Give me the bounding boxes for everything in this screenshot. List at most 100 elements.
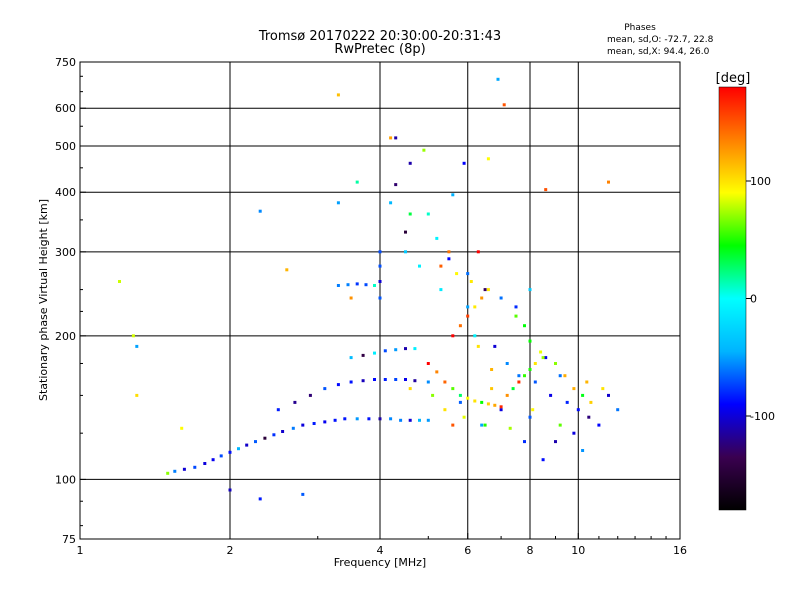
x-mode-point bbox=[458, 393, 462, 397]
x-mode-point bbox=[563, 374, 567, 378]
x-mode-point bbox=[589, 400, 593, 404]
x-mode-point bbox=[135, 393, 139, 397]
o-mode-point bbox=[404, 347, 407, 351]
x-mode-point bbox=[480, 296, 484, 300]
o-mode-point bbox=[193, 465, 197, 469]
o-mode-point bbox=[572, 431, 576, 435]
o-mode-point bbox=[336, 284, 340, 287]
o-mode-point bbox=[587, 415, 591, 419]
x-mode-point bbox=[451, 387, 455, 391]
x-mode-point bbox=[490, 368, 494, 371]
o-mode-point bbox=[336, 201, 340, 205]
o-mode-point bbox=[263, 436, 267, 440]
y-tick-label: 75 bbox=[62, 533, 76, 546]
x-mode-point bbox=[505, 393, 509, 397]
o-mode-point bbox=[533, 380, 537, 384]
x-mode-point bbox=[531, 408, 535, 412]
x-mode-point bbox=[601, 387, 605, 391]
o-mode-point bbox=[308, 393, 312, 397]
o-mode-point bbox=[404, 230, 407, 234]
o-mode-point bbox=[451, 193, 455, 197]
x-mode-point bbox=[572, 387, 576, 391]
x-mode-point bbox=[426, 362, 430, 365]
o-mode-point bbox=[343, 417, 347, 421]
x-mode-point bbox=[349, 296, 353, 300]
o-mode-point bbox=[389, 201, 393, 205]
x-mode-point bbox=[131, 334, 135, 338]
o-mode-point bbox=[581, 449, 585, 452]
o-mode-point bbox=[554, 440, 557, 444]
o-mode-point bbox=[447, 257, 451, 261]
x-mode-point bbox=[355, 180, 359, 184]
y-tick-label: 300 bbox=[55, 246, 76, 259]
o-mode-point bbox=[281, 430, 285, 433]
o-mode-point bbox=[399, 418, 403, 422]
o-mode-point bbox=[228, 450, 232, 454]
o-mode-point bbox=[355, 417, 359, 421]
phases-x-stats: mean, sd,X: 94.4, 26.0 bbox=[607, 47, 710, 57]
x-mode-point bbox=[554, 362, 557, 365]
x-mode-point bbox=[462, 415, 466, 419]
o-mode-point bbox=[211, 458, 215, 462]
x-mode-point bbox=[455, 272, 459, 276]
o-mode-point bbox=[439, 288, 443, 292]
o-mode-point bbox=[203, 462, 207, 465]
x-mode-point bbox=[466, 396, 470, 400]
o-mode-point bbox=[505, 362, 509, 365]
o-mode-point bbox=[373, 351, 376, 355]
x-mode-point bbox=[435, 370, 439, 374]
o-mode-point bbox=[237, 447, 240, 451]
x-mode-point bbox=[443, 408, 447, 412]
o-mode-point bbox=[378, 417, 382, 421]
x-tick-label: 8 bbox=[527, 544, 534, 557]
o-mode-point bbox=[544, 356, 548, 360]
x-mode-point bbox=[523, 324, 526, 328]
x-mode-point bbox=[422, 148, 426, 152]
o-mode-point bbox=[394, 183, 398, 187]
y-tick-label: 200 bbox=[55, 330, 76, 343]
o-mode-point bbox=[361, 353, 365, 357]
o-mode-point bbox=[523, 440, 526, 444]
o-mode-point bbox=[173, 469, 177, 473]
y-tick-label: 100 bbox=[55, 473, 76, 486]
x-tick-label: 2 bbox=[227, 544, 234, 557]
x-mode-point bbox=[451, 334, 455, 338]
o-mode-point bbox=[361, 379, 365, 383]
o-mode-point bbox=[426, 212, 430, 216]
o-mode-point bbox=[258, 209, 262, 213]
y-tick-label: 400 bbox=[55, 186, 76, 199]
o-mode-point bbox=[258, 497, 262, 501]
o-mode-point bbox=[483, 288, 487, 292]
o-mode-point bbox=[135, 344, 139, 348]
x-tick-label: 10 bbox=[571, 544, 585, 557]
x-mode-point bbox=[486, 288, 490, 292]
o-mode-point bbox=[493, 344, 497, 348]
o-mode-point bbox=[418, 418, 421, 422]
colorbar-tick-label: 0 bbox=[750, 293, 757, 306]
o-mode-point bbox=[466, 272, 470, 276]
o-mode-point bbox=[323, 387, 327, 391]
o-mode-point bbox=[480, 423, 484, 427]
x-mode-point bbox=[486, 402, 490, 406]
x-mode-point bbox=[499, 405, 503, 409]
o-mode-point bbox=[408, 212, 412, 216]
x-mode-point bbox=[544, 188, 548, 192]
x-mode-point bbox=[585, 380, 589, 384]
x-mode-point bbox=[528, 339, 532, 343]
o-mode-point bbox=[378, 296, 382, 300]
x-mode-point bbox=[336, 93, 340, 97]
o-mode-point bbox=[426, 418, 430, 422]
o-mode-point bbox=[435, 236, 439, 240]
x-mode-point bbox=[486, 157, 490, 161]
x-mode-point bbox=[180, 426, 184, 430]
x-mode-point bbox=[466, 314, 470, 318]
colorbar-tick-label: 100 bbox=[750, 175, 771, 188]
o-mode-point bbox=[514, 305, 518, 309]
x-mode-point bbox=[473, 399, 477, 403]
x-mode-point bbox=[473, 305, 477, 309]
o-mode-point bbox=[413, 347, 417, 351]
o-mode-point bbox=[364, 283, 368, 287]
o-mode-point bbox=[293, 400, 297, 404]
colorbar-tick-label: -100 bbox=[750, 410, 775, 423]
